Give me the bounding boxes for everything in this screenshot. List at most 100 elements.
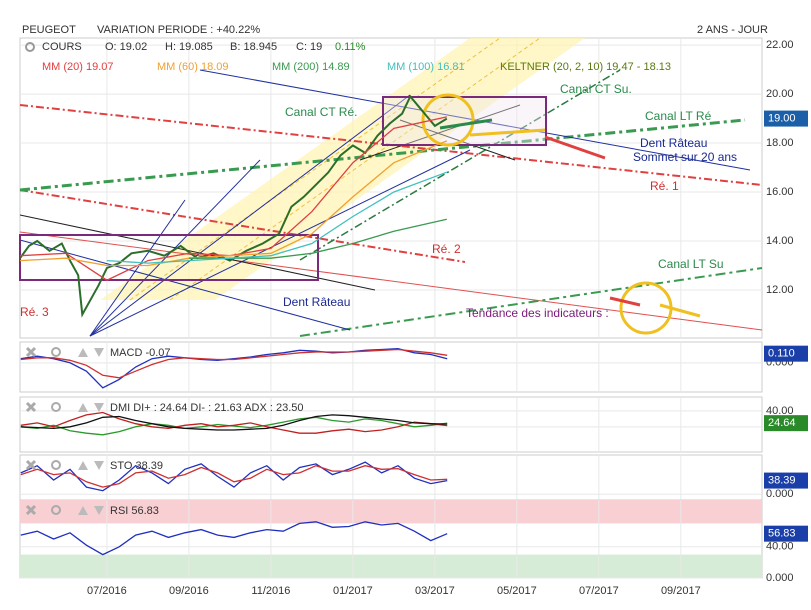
close-icon [25,504,37,516]
fan-line [89,199,186,337]
gear-icon [51,347,61,357]
annotation: Tendance des indicateurs : [466,306,609,320]
legend-entry: MM (60) 18.09 [157,61,229,73]
series-name: COURS [42,41,82,53]
x-tick-label: 07/2017 [579,585,619,597]
annotation: Ré. 2 [432,242,461,256]
series-line [20,411,448,434]
value-tag [764,472,808,489]
keltner-legend: KELTNER (20, 2, 10) 19.47 - 18.13 [500,61,671,73]
x-tick-label: 01/2017 [333,585,373,597]
value-tag-label: 24.64 [768,417,796,429]
y-tick-label: 14.00 [766,235,794,247]
annotation: Canal LT Ré [645,109,712,123]
move-icon [78,461,104,470]
y-tick-label: 0.000 [766,572,794,584]
annotation: Canal LT Su [658,257,724,271]
panel-title: STO 38.39 [110,460,163,472]
value-tag-label: 0.110 [768,348,795,360]
panel-icons[interactable] [25,504,104,516]
panel-icons[interactable] [25,459,104,471]
panel-title: RSI 56.83 [110,505,159,517]
legend-entry: MM (20) 19.07 [42,61,114,73]
gear-icon[interactable] [25,42,35,52]
channel-lt-line [299,267,763,337]
x-tick-label: 05/2017 [497,585,537,597]
value-tag [764,110,808,127]
drawings [19,37,763,337]
channel-lt-line [19,118,746,192]
series-line [20,416,448,436]
x-tick-label: 07/2016 [87,585,127,597]
y-tick-label: 12.00 [766,284,794,296]
band [20,500,762,524]
low: B: 18.945 [230,41,277,53]
gear-icon [51,460,61,470]
change: 0.11% [335,41,366,53]
band [20,554,762,578]
resistance-line [19,231,763,331]
rake-line [19,239,351,331]
x-tick-label: 03/2017 [415,585,455,597]
value-tag [764,415,808,432]
move-icon [78,506,104,515]
fan-line [89,94,411,337]
channel-ct-line [299,69,621,261]
panel-title: DMI DI+ : 24.64 DI- : 21.63 ADX : 23.50 [110,402,304,414]
annotation: Canal CT Su. [560,82,632,96]
gear-icon [51,505,61,515]
annotation: Dent Râteau [283,295,350,309]
annotation: Canal CT Ré. [285,105,357,119]
y-tick-label: 0.000 [766,488,794,500]
x-tick-label: 11/2016 [251,585,290,597]
value-tag [764,345,808,362]
series-line [20,465,448,488]
annotation: Dent Râteau [640,136,707,150]
value-tag-label: 56.83 [768,528,796,540]
series-line [20,348,448,389]
arrow [469,128,546,137]
arrow [544,135,606,160]
series-layer [19,94,448,556]
resistance-line [19,189,466,263]
annotation: Ré. 1 [650,179,679,193]
channel-line [169,37,541,301]
series-line [20,348,448,379]
annotation: Sommet sur 20 ans [633,150,737,164]
y-tick-label: 40.00 [766,541,794,553]
close-icon [25,401,37,413]
y-tick-label: 16.00 [766,186,794,198]
series-line [20,461,448,492]
value-tag-label: 19.00 [768,112,796,124]
y-tick-label: 22.00 [766,39,794,51]
x-tick-label: 09/2016 [169,585,209,597]
value-tag [764,525,808,542]
close-icon [25,346,37,358]
variation: VARIATION PERIODE : +40.22% [97,24,260,36]
close: C: 19 [296,41,322,53]
legend-entry: MM (100) 16.81 [387,61,465,73]
y-tick-label: 18.00 [766,137,794,149]
arrow [659,303,701,318]
annotation: Ré. 3 [20,305,49,319]
fan-line [89,149,471,337]
period: 2 ANS - JOUR [697,24,768,36]
trend-line [399,119,516,161]
move-icon [78,348,104,357]
trend-line [19,214,376,291]
trend-line [359,104,521,161]
series-line [20,521,448,556]
channel-line [129,37,501,301]
series-line [20,414,448,431]
series-line [106,171,448,264]
value-tag-label: 38.39 [768,474,796,486]
series-line [19,94,448,318]
move-icon [78,403,104,412]
gear-icon [51,402,61,412]
open: O: 19.02 [105,41,147,53]
y-tick-label: 40.00 [766,405,794,417]
close-icon [25,459,37,471]
panel-icons[interactable] [25,346,104,358]
panel-icons[interactable] [25,401,104,413]
